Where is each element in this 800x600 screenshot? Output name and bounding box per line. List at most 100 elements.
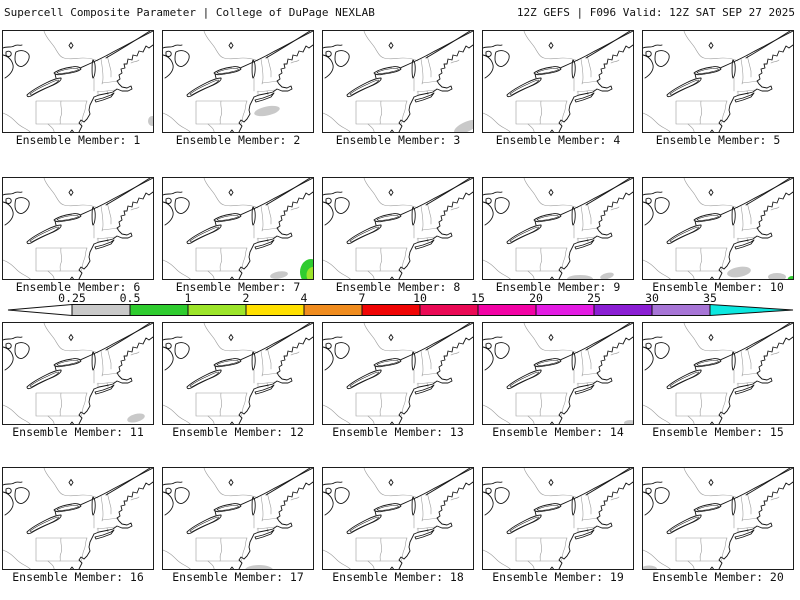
ensemble-member-label: Ensemble Member: 20 bbox=[652, 570, 784, 584]
colorbar-tick-label: 25 bbox=[587, 291, 601, 305]
scp-shading-layer bbox=[270, 259, 313, 279]
ensemble-member-label: Ensemble Member: 10 bbox=[652, 280, 784, 294]
shading-blob bbox=[567, 275, 593, 279]
map-panel bbox=[482, 177, 634, 280]
map-panel bbox=[2, 322, 154, 425]
map-panel bbox=[642, 30, 794, 133]
colorbar-tick-label: 4 bbox=[300, 291, 308, 305]
ensemble-member-label: Ensemble Member: 8 bbox=[335, 280, 461, 294]
ensemble-member-label: Ensemble Member: 6 bbox=[15, 280, 141, 294]
header-bar: Supercell Composite Parameter | College … bbox=[0, 0, 800, 22]
ensemble-member-label: Ensemble Member: 16 bbox=[12, 570, 144, 584]
model-run-valid-time: 12Z GEFS | F096 Valid: 12Z SAT SEP 27 20… bbox=[516, 6, 795, 19]
scp-shading-layer bbox=[727, 266, 793, 279]
map-svg bbox=[163, 468, 313, 569]
map-svg bbox=[3, 178, 153, 279]
colorbar: 0.25 0.5 1 2 4 7 10 15 20 25 30 35 bbox=[0, 291, 800, 316]
colorbar-tick-label: 15 bbox=[471, 291, 485, 305]
scp-shading-layer bbox=[127, 413, 145, 423]
shading-blob bbox=[245, 565, 273, 569]
map-svg bbox=[483, 323, 633, 424]
ensemble-panel: Ensemble Member: 5 bbox=[642, 30, 794, 147]
ensemble-member-label: Ensemble Member: 18 bbox=[332, 570, 464, 584]
shading-blob bbox=[624, 420, 633, 424]
colorbar-segment bbox=[535, 304, 595, 316]
ensemble-member-label: Ensemble Member: 13 bbox=[332, 425, 464, 439]
panel-row-1: Ensemble Member: 1 Ensemble Member: 2 En… bbox=[0, 30, 800, 147]
scp-shading-layer bbox=[643, 565, 657, 569]
scp-shading-layer bbox=[254, 105, 280, 117]
colorbar-segment bbox=[361, 304, 421, 316]
colorbar-tick-label: 30 bbox=[645, 291, 659, 305]
shading-blob bbox=[127, 413, 145, 423]
colorbar-segment bbox=[71, 304, 131, 316]
map-panel bbox=[322, 30, 474, 133]
ensemble-member-label: Ensemble Member: 1 bbox=[15, 133, 141, 147]
map-panel bbox=[162, 467, 314, 570]
ensemble-member-label: Ensemble Member: 2 bbox=[175, 133, 301, 147]
colorbar-segment bbox=[303, 304, 363, 316]
map-svg bbox=[643, 31, 793, 132]
colorbar-tick-label: 2 bbox=[242, 291, 250, 305]
map-svg bbox=[323, 323, 473, 424]
ensemble-panel: Ensemble Member: 12 bbox=[162, 322, 314, 439]
ensemble-member-label: Ensemble Member: 11 bbox=[12, 425, 144, 439]
scp-shading-layer bbox=[454, 119, 473, 132]
map-svg bbox=[323, 178, 473, 279]
colorbar-segment bbox=[419, 304, 479, 316]
map-svg bbox=[643, 178, 793, 279]
ensemble-member-label: Ensemble Member: 9 bbox=[495, 280, 621, 294]
map-svg bbox=[643, 323, 793, 424]
ensemble-panel: Ensemble Member: 17 bbox=[162, 467, 314, 584]
map-svg bbox=[163, 178, 313, 279]
shading-blob bbox=[727, 266, 751, 278]
map-svg bbox=[323, 31, 473, 132]
map-svg bbox=[163, 323, 313, 424]
map-panel bbox=[2, 30, 154, 133]
colorbar-segment bbox=[187, 304, 247, 316]
ensemble-panel: Ensemble Member: 9 bbox=[482, 177, 634, 294]
ensemble-panel: Ensemble Member: 18 bbox=[322, 467, 474, 584]
ensemble-panel: Ensemble Member: 20 bbox=[642, 467, 794, 584]
ensemble-panel: Ensemble Member: 15 bbox=[642, 322, 794, 439]
shading-blob bbox=[768, 273, 786, 279]
colorbar-segment bbox=[245, 304, 305, 316]
map-svg bbox=[3, 323, 153, 424]
map-svg bbox=[163, 31, 313, 132]
map-svg bbox=[483, 468, 633, 569]
map-panel bbox=[2, 467, 154, 570]
ensemble-panel: Ensemble Member: 1 bbox=[2, 30, 154, 147]
map-panel bbox=[482, 30, 634, 133]
shading-blob bbox=[643, 565, 657, 569]
colorbar-tick-label: 10 bbox=[413, 291, 427, 305]
ensemble-member-label: Ensemble Member: 4 bbox=[495, 133, 621, 147]
scp-shading-layer bbox=[624, 420, 633, 424]
ensemble-panel: Ensemble Member: 11 bbox=[2, 322, 154, 439]
ensemble-panel: Ensemble Member: 10 bbox=[642, 177, 794, 294]
shading-blob bbox=[306, 267, 313, 279]
colorbar-segment bbox=[593, 304, 653, 316]
colorbar-tick-label: 1 bbox=[184, 291, 192, 305]
colorbar-left-arrow bbox=[7, 304, 73, 316]
map-panel bbox=[162, 322, 314, 425]
colorbar-tick-label: 0.5 bbox=[119, 291, 141, 305]
map-panel bbox=[642, 467, 794, 570]
ensemble-panel: Ensemble Member: 19 bbox=[482, 467, 634, 584]
panel-row-3: Ensemble Member: 11 Ensemble Member: 12 … bbox=[0, 322, 800, 439]
map-panel bbox=[2, 177, 154, 280]
ensemble-member-label: Ensemble Member: 3 bbox=[335, 133, 461, 147]
ensemble-member-label: Ensemble Member: 15 bbox=[652, 425, 784, 439]
ensemble-member-label: Ensemble Member: 5 bbox=[655, 133, 781, 147]
ensemble-panel: Ensemble Member: 13 bbox=[322, 322, 474, 439]
map-panel bbox=[482, 467, 634, 570]
colorbar-segment bbox=[129, 304, 189, 316]
shading-blob bbox=[787, 276, 793, 279]
ensemble-grid: Ensemble Member: 1 Ensemble Member: 2 En… bbox=[0, 30, 800, 584]
ensemble-panel: Ensemble Member: 14 bbox=[482, 322, 634, 439]
ensemble-member-label: Ensemble Member: 19 bbox=[492, 570, 624, 584]
colorbar-tick-label: 20 bbox=[529, 291, 543, 305]
colorbar-tick-label: 35 bbox=[703, 291, 717, 305]
colorbar-segment bbox=[651, 304, 711, 316]
ensemble-panel: Ensemble Member: 2 bbox=[162, 30, 314, 147]
map-panel bbox=[642, 322, 794, 425]
